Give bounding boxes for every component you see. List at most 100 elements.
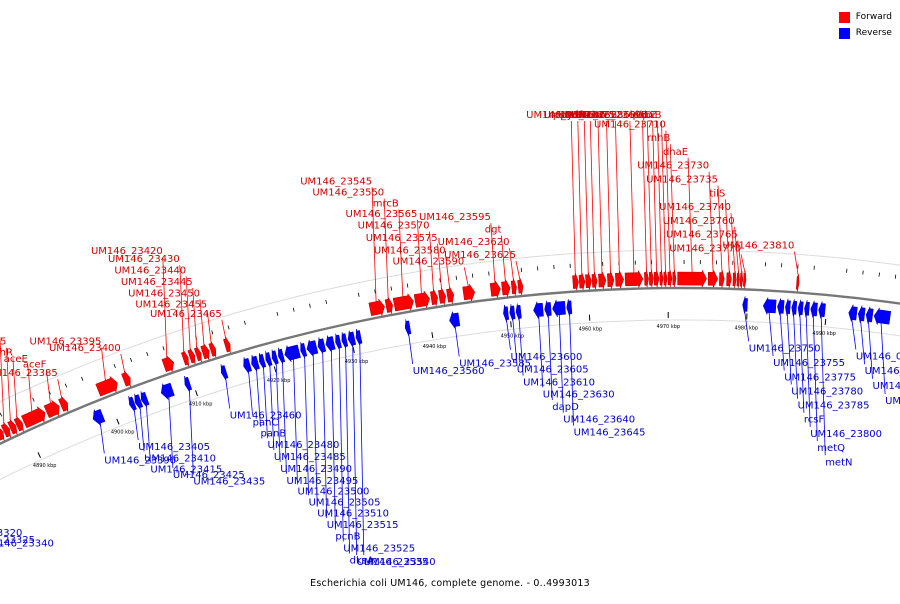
gene-arrow-UM146_23515 — [318, 338, 326, 355]
gene-arrow-pyrH — [585, 273, 591, 290]
gene-label-UM146_23505: UM146_23505 — [309, 497, 381, 508]
minor-tick — [33, 398, 35, 402]
gene-arrow-UM146_23780 — [785, 299, 790, 316]
gene-label-UM146_23605: UM146_23605 — [517, 365, 589, 376]
gene-label-UM146_23450: UM146_23450 — [128, 288, 200, 299]
gene-arrow-UM146_23800 — [804, 300, 809, 317]
leader-rpsB — [571, 121, 575, 276]
gene-arrow-UM146_23645 — [567, 299, 572, 316]
gene-arrow-UM146_23600 — [503, 305, 508, 322]
gene-label-UM146_23430: UM146_23430 — [108, 254, 180, 265]
gene-arrow-dksA — [342, 332, 348, 349]
gene-label-UM146_23710: UM146_23710 — [594, 120, 666, 131]
minor-tick — [309, 304, 310, 308]
gene-label-UM146_23630: UM146_23630 — [543, 389, 615, 400]
tick-mark — [38, 452, 41, 457]
gene-arrow-UM146_23585 — [450, 312, 460, 329]
gene-arrow-UM146_23810 — [796, 275, 799, 292]
minor-tick — [212, 331, 213, 335]
gene-arrow-UM146_23390 — [93, 409, 105, 425]
gene-label-panB: panB — [261, 429, 287, 440]
gene-arrow-tilS — [727, 271, 732, 288]
gene-arrow-fabZ — [660, 270, 663, 287]
legend-reverse-swatch — [839, 28, 850, 39]
leader-UM146_23460 — [226, 379, 230, 409]
gene-arrow-UM146_23760 — [737, 271, 740, 288]
gene-label-UM146_23540: UM146_23540 — [364, 557, 436, 568]
leader-tsf — [578, 121, 582, 275]
leader-UM146_23390 — [100, 423, 104, 453]
gene-label-UM146_23365: UM146_23365 — [0, 337, 6, 348]
tick-mark — [432, 332, 433, 338]
gene-label-metN: metN — [825, 457, 852, 468]
minor-tick — [244, 321, 245, 325]
gene-label-UM146_00020: UM146_00020 — [885, 396, 900, 407]
minor-tick — [407, 284, 408, 288]
legend-forward-label: Forward — [856, 12, 892, 22]
gene-arrow-tsf — [579, 273, 585, 290]
gene-label-UM146_23610: UM146_23610 — [523, 378, 595, 389]
gene-arrow-UM146_23625 — [518, 278, 524, 295]
gene-arrow-UM146_00005 — [849, 305, 858, 322]
gene-label-UM146_23495: UM146_23495 — [287, 476, 359, 487]
gene-label-UM146_00010: UM146_00010 — [865, 366, 900, 377]
tick-label: 4900 kbp — [111, 430, 135, 436]
gene-arrow-UM146_23480 — [259, 353, 266, 369]
gene-label-UM146_23600: UM146_23600 — [511, 352, 583, 363]
map-title: Escherichia coli UM146, complete genome.… — [0, 578, 900, 589]
gene-label-UM146_23775: UM146_23775 — [784, 373, 856, 384]
minor-tick — [277, 312, 278, 316]
gene-arrow-UM146_23420 — [162, 356, 174, 372]
minor-tick — [0, 413, 2, 417]
gene-label-UM146_23485: UM146_23485 — [274, 452, 346, 463]
gene-label-UM146_23800: UM146_23800 — [810, 429, 882, 440]
gene-arrow-UM146_00020 — [874, 308, 891, 325]
gene-label-UM146_23750: UM146_23750 — [749, 343, 821, 354]
gene-arrow-UM146_23590 — [463, 284, 475, 301]
gene-arrow-lpxB — [664, 270, 667, 287]
gene-label-UM146_23640: UM146_23640 — [563, 415, 635, 426]
gene-label-UM146_23400: UM146_23400 — [49, 343, 121, 354]
leader-UM146_23400 — [121, 354, 125, 373]
gene-label-UM146_23545: UM146_23545 — [300, 176, 372, 187]
tick-label: 4940 kbp — [423, 344, 447, 350]
gene-arrow-UM146_23440 — [188, 348, 195, 364]
gene-label-UM146_23810: UM146_23810 — [723, 240, 795, 251]
minor-tick — [130, 358, 131, 362]
tick-label: 4910 kbp — [189, 402, 213, 408]
gene-arrow-mrcB — [393, 294, 414, 312]
tick-label: 4990 kbp — [812, 331, 836, 337]
gene-arrow-UM146_23435 — [184, 376, 191, 392]
gene-arrow-UM146_23770 — [743, 271, 746, 288]
gene-label-UM146_23410: UM146_23410 — [144, 453, 216, 464]
legend-forward-swatch — [839, 12, 850, 23]
gene-arrow-UM146_23775 — [777, 298, 784, 315]
gene-arrow-UM146_23535 — [348, 331, 356, 348]
gene-arrow-UM146_23755 — [763, 298, 776, 315]
gene-label-UM146_23465: UM146_23465 — [150, 309, 222, 320]
leader-UM146_23685 — [630, 121, 634, 273]
gene-arrow-UM146_23695 — [649, 270, 653, 287]
gene-label-UM146_23500: UM146_23500 — [298, 487, 370, 498]
tick-label: 4930 kbp — [345, 359, 369, 365]
gene-label-UM146_23620: UM146_23620 — [438, 237, 510, 248]
leader-UM146_23465 — [222, 320, 226, 339]
gene-label-UM146_23550: UM146_23550 — [312, 188, 384, 199]
gene-arrow-dapD — [545, 301, 552, 318]
tick-mark — [511, 321, 512, 327]
gene-label-UM146_23525: UM146_23525 — [343, 543, 415, 554]
gene-arrow-panB — [252, 355, 260, 371]
gene-label-UM146_23565: UM146_23565 — [346, 209, 418, 220]
leader-UM146_23385 — [58, 379, 62, 398]
gene-arrow-UM146_23740 — [733, 271, 736, 288]
gene-arrow-UM146_23500 — [285, 345, 301, 362]
leader-pyrH — [584, 121, 588, 275]
gene-label-UM146_00005: UM146_00005 — [856, 352, 900, 363]
legend-reverse: Reverse — [839, 25, 892, 41]
tick-mark — [274, 366, 276, 372]
gene-label-UM146_23510: UM146_23510 — [317, 509, 389, 520]
gene-arrow-rcsF — [798, 300, 803, 317]
gene-arrow-frr — [592, 272, 597, 289]
minor-tick — [293, 308, 294, 312]
